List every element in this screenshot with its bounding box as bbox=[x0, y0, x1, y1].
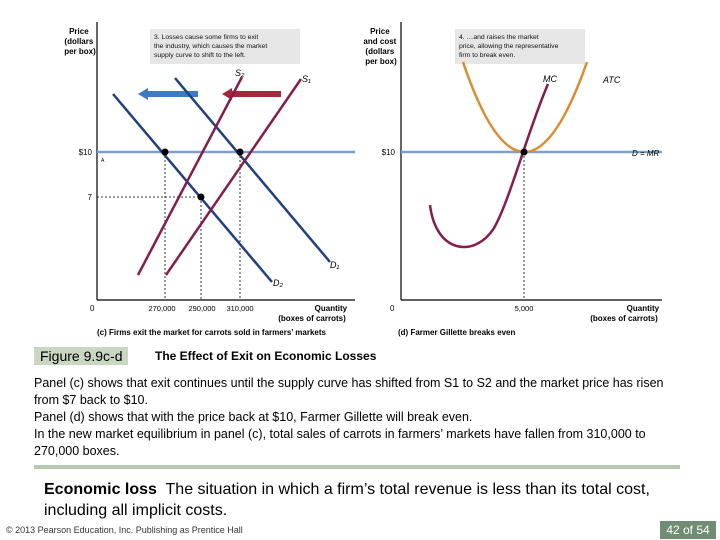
panel-d-x-label-line-1: Quantity bbox=[627, 304, 660, 313]
panel-c-note: 3. Losses cause some firms to exit the i… bbox=[154, 34, 269, 59]
label-atc: ATC bbox=[602, 75, 621, 85]
panel-c-x-axis-label: Quantity (boxes of carrots) bbox=[278, 304, 349, 323]
equilibrium-point-310000 bbox=[236, 148, 244, 156]
panel-d-y-label-line-2: and cost bbox=[363, 37, 396, 46]
panel-c-caption: (c) Firms exit the market for carrots so… bbox=[97, 328, 327, 337]
description-paragraph-3: In the new market equilibrium in panel (… bbox=[34, 427, 646, 458]
panel-c-y-label-line-3: per box) bbox=[64, 47, 96, 56]
divider bbox=[34, 465, 680, 469]
panel-d-y-label-line-3: (dollars bbox=[365, 47, 394, 56]
figure-caption: Figure 9.9c-d The Effect of Exit on Econ… bbox=[34, 346, 684, 368]
description-paragraph-2: Panel (d) shows that with the price back… bbox=[34, 410, 473, 424]
panel-d-x-axis-label: Quantity (boxes of carrots) bbox=[590, 304, 661, 323]
tick-price-7: 7 bbox=[88, 193, 93, 202]
tick-q-290000: 290,000 bbox=[188, 304, 215, 313]
demand-curve-d2 bbox=[112, 93, 273, 283]
tick-price-10-d: $10 bbox=[382, 148, 396, 157]
supply-curve-s2 bbox=[136, 76, 244, 276]
panel-c-y-axis-label: Price (dollars per box) bbox=[64, 27, 96, 56]
panel-d-note: 4. …and raises the market price, allowin… bbox=[459, 34, 560, 59]
panel-c-x-label-line-1: Quantity bbox=[315, 304, 348, 313]
origin-d: 0 bbox=[390, 304, 395, 313]
panel-c-note-line-3: supply curve to shift to the left. bbox=[154, 52, 246, 59]
panel-d-caption: (d) Farmer Gillette breaks even bbox=[398, 328, 515, 337]
tick-price-10-c: $10 bbox=[79, 148, 93, 157]
tick-q-270000: 270,000 bbox=[148, 304, 175, 313]
panel-d-note-line-2: price, allowing the representative bbox=[459, 43, 559, 50]
mc-curve bbox=[428, 83, 550, 249]
label-d2: D₂ bbox=[273, 278, 283, 288]
panel-d-y-label-line-4: per box) bbox=[365, 57, 397, 66]
panel-c-note-line-1: 3. Losses cause some firms to exit bbox=[154, 34, 258, 41]
panel-c-note-box bbox=[150, 29, 300, 64]
panel-c-y-label-line-2: (dollars bbox=[64, 37, 93, 46]
equilibrium-point-270000 bbox=[161, 148, 169, 156]
description-paragraph-1: Panel (c) shows that exit continues unti… bbox=[34, 376, 664, 407]
shift-arrow-red bbox=[222, 88, 281, 100]
definition-text: The situation in which a firm’s total re… bbox=[44, 481, 650, 519]
point-label-a: A bbox=[101, 158, 105, 164]
figure-label: Figure 9.9c-d bbox=[34, 347, 129, 365]
definition-term: Economic loss bbox=[44, 481, 157, 498]
label-s1: S₁ bbox=[302, 74, 311, 84]
panel-c-x-label-line-2: (boxes of carrots) bbox=[278, 314, 346, 323]
label-d1: D₁ bbox=[330, 260, 339, 270]
figure-panels: Price (dollars per box) 3. Losses cause … bbox=[64, 22, 662, 337]
figure-title: The Effect of Exit on Economic Losses bbox=[155, 349, 377, 363]
panel-d-note-line-3: firm to break even. bbox=[459, 52, 515, 59]
label-mc: MC bbox=[543, 74, 557, 84]
shift-arrow-blue bbox=[138, 88, 198, 100]
supply-curve-s1 bbox=[164, 78, 303, 276]
equilibrium-point-290000 bbox=[197, 193, 205, 201]
label-d-mr: D = MR bbox=[632, 149, 660, 158]
tick-q-5000: 5,000 bbox=[515, 304, 534, 313]
panel-c-note-line-2: the industry, which causes the market bbox=[154, 43, 267, 50]
label-s2: S₂ bbox=[235, 68, 245, 78]
panel-d-note-line-1: 4. …and raises the market bbox=[459, 34, 539, 41]
definition: Economic loss The situation in which a f… bbox=[44, 479, 674, 521]
panel-c-y-label-line-1: Price bbox=[69, 27, 89, 36]
slide-page-number: 42 of 54 bbox=[660, 521, 716, 539]
panel-d-note-box bbox=[455, 29, 585, 64]
panel-d-y-label-line-1: Price bbox=[370, 27, 390, 36]
atc-curve bbox=[461, 61, 589, 154]
panel-c: Price (dollars per box) 3. Losses cause … bbox=[64, 22, 355, 337]
panel-d-y-axis-label: Price and cost (dollars per box) bbox=[363, 27, 398, 66]
copyright-footer: © 2013 Pearson Education, Inc. Publishin… bbox=[6, 525, 243, 535]
tick-q-310000: 310,000 bbox=[226, 304, 253, 313]
origin-c: 0 bbox=[90, 304, 95, 313]
panel-d: Price and cost (dollars per box) 4. …and… bbox=[363, 22, 662, 337]
figure-description: Panel (c) shows that exit continues unti… bbox=[34, 375, 684, 460]
break-even-point bbox=[520, 148, 528, 156]
panel-d-x-label-line-2: (boxes of carrots) bbox=[590, 314, 658, 323]
demand-curve-d1 bbox=[174, 77, 331, 263]
